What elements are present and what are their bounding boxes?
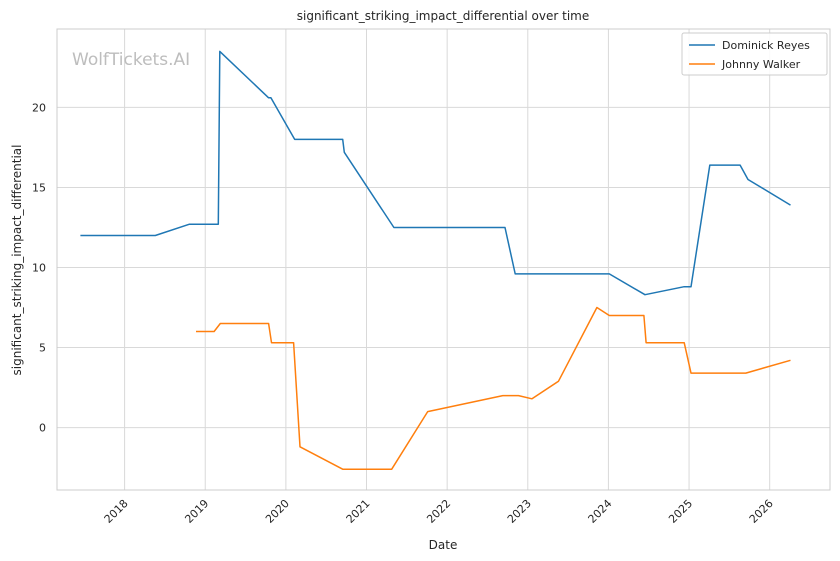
y-axis-label: significant_striking_impact_differential: [10, 145, 24, 376]
x-axis-label: Date: [429, 538, 458, 552]
series-line-johnny-walker: [196, 306, 791, 470]
x-tick-label: 2023: [505, 497, 534, 526]
y-tick-label: 15: [32, 181, 46, 194]
legend: Dominick Reyes Johnny Walker: [681, 32, 828, 76]
x-tick-label: 2021: [344, 497, 373, 526]
legend-label-dominick-reyes: Dominick Reyes: [722, 39, 810, 52]
y-tick-label: 0: [39, 422, 46, 435]
series-line-dominick-reyes: [80, 50, 791, 296]
x-tick-labels: 2018 2019 2020 2021 2022 2023 2024 2025 2026: [102, 497, 776, 526]
x-tick-label: 2022: [424, 497, 453, 526]
y-tick-label: 20: [32, 101, 46, 114]
x-tick-label: 2020: [263, 497, 292, 526]
y-tick-labels: 0 5 10 15 20: [32, 101, 46, 434]
grid: [57, 29, 830, 490]
x-tick-label: 2026: [747, 497, 776, 526]
x-tick-label: 2024: [586, 497, 615, 526]
legend-label-johnny-walker: Johnny Walker: [721, 58, 801, 71]
series-lines: [80, 50, 791, 470]
legend-box: [681, 32, 828, 76]
x-tick-label: 2018: [102, 497, 131, 526]
watermark: WolfTickets.AI: [72, 50, 190, 70]
x-tick-label: 2019: [182, 497, 211, 526]
plot-frame: [56, 28, 831, 491]
y-tick-label: 10: [32, 262, 46, 275]
x-tick-label: 2025: [666, 497, 695, 526]
chart-title: significant_striking_impact_differential…: [297, 9, 589, 23]
y-tick-label: 5: [39, 342, 46, 355]
